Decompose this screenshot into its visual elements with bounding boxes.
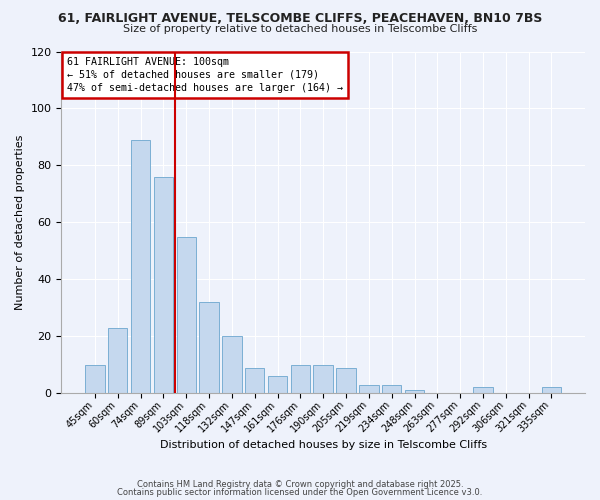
Bar xyxy=(313,364,333,393)
Bar xyxy=(405,390,424,393)
Bar xyxy=(290,364,310,393)
Bar xyxy=(222,336,242,393)
Bar xyxy=(108,328,127,393)
Y-axis label: Number of detached properties: Number of detached properties xyxy=(15,134,25,310)
Text: 61, FAIRLIGHT AVENUE, TELSCOMBE CLIFFS, PEACEHAVEN, BN10 7BS: 61, FAIRLIGHT AVENUE, TELSCOMBE CLIFFS, … xyxy=(58,12,542,26)
Bar xyxy=(268,376,287,393)
Bar xyxy=(382,384,401,393)
Bar xyxy=(154,177,173,393)
Bar xyxy=(131,140,150,393)
Bar xyxy=(176,236,196,393)
Bar xyxy=(199,302,219,393)
Text: Contains HM Land Registry data © Crown copyright and database right 2025.: Contains HM Land Registry data © Crown c… xyxy=(137,480,463,489)
Text: Contains public sector information licensed under the Open Government Licence v3: Contains public sector information licen… xyxy=(118,488,482,497)
Bar xyxy=(542,388,561,393)
Bar xyxy=(473,388,493,393)
X-axis label: Distribution of detached houses by size in Telscombe Cliffs: Distribution of detached houses by size … xyxy=(160,440,487,450)
Bar xyxy=(245,368,265,393)
Text: 61 FAIRLIGHT AVENUE: 100sqm
← 51% of detached houses are smaller (179)
47% of se: 61 FAIRLIGHT AVENUE: 100sqm ← 51% of det… xyxy=(67,56,343,93)
Bar xyxy=(359,384,379,393)
Text: Size of property relative to detached houses in Telscombe Cliffs: Size of property relative to detached ho… xyxy=(123,24,477,34)
Bar xyxy=(337,368,356,393)
Bar xyxy=(85,364,104,393)
